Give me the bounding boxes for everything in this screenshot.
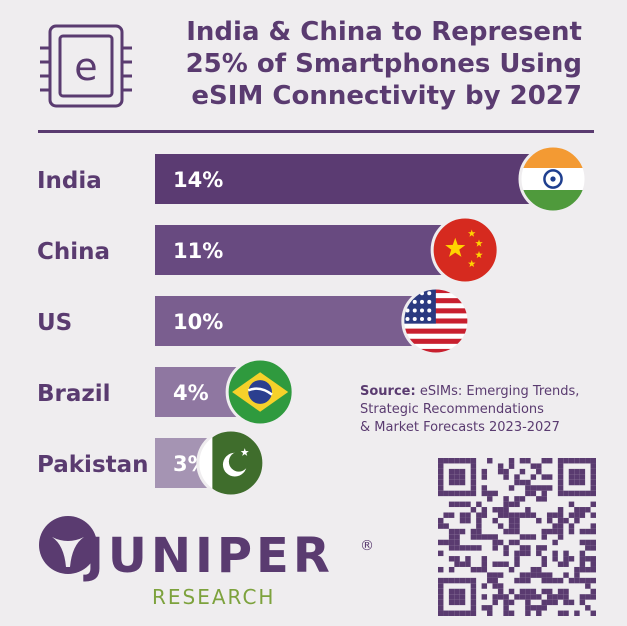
china-flag-icon bbox=[430, 215, 500, 285]
data-label: 10% bbox=[173, 310, 223, 334]
india-flag-icon bbox=[518, 144, 588, 214]
title-divider bbox=[38, 130, 594, 133]
source-line-2: Strategic Recommendations bbox=[360, 402, 544, 417]
us-flag-icon bbox=[401, 286, 471, 356]
source-note: Source: eSIMs: Emerging Trends, Strategi… bbox=[360, 383, 590, 437]
category-label: China bbox=[37, 239, 110, 265]
source-line-1: eSIMs: Emerging Trends, bbox=[419, 384, 580, 399]
brand-name: JUNIPER bbox=[86, 528, 334, 584]
data-label: 14% bbox=[173, 168, 223, 192]
registered-mark: ® bbox=[360, 538, 374, 554]
data-label: 11% bbox=[173, 239, 223, 263]
brand-subtitle: RESEARCH bbox=[152, 585, 276, 609]
bar bbox=[155, 154, 565, 204]
category-label: Pakistan bbox=[37, 452, 149, 478]
category-label: US bbox=[37, 310, 72, 336]
bar-chart: India 14%China 11%US 10%Brazil 4%Pakistan 3% bbox=[37, 144, 588, 498]
bar bbox=[155, 296, 448, 346]
source-line-3: & Market Forecasts 2023-2027 bbox=[360, 420, 560, 435]
pakistan-flag-icon bbox=[196, 428, 266, 498]
brazil-flag-icon bbox=[225, 357, 295, 427]
data-label: 4% bbox=[173, 381, 209, 405]
category-label: India bbox=[37, 168, 102, 194]
juniper-logo-icon bbox=[39, 516, 97, 574]
svg-text:e: e bbox=[74, 45, 97, 89]
qr-code-icon[interactable] bbox=[438, 458, 596, 616]
category-label: Brazil bbox=[37, 381, 111, 407]
chart-title: India & China to Represent 25% of Smartp… bbox=[160, 16, 582, 112]
bar bbox=[155, 225, 478, 275]
title-line-1: India & China to Represent bbox=[186, 17, 582, 47]
esim-chip-icon: e bbox=[40, 24, 132, 108]
source-label: Source: bbox=[360, 384, 416, 399]
title-line-3: eSIM Connectivity by 2027 bbox=[191, 81, 582, 111]
title-line-2: 25% of Smartphones Using bbox=[185, 49, 582, 79]
